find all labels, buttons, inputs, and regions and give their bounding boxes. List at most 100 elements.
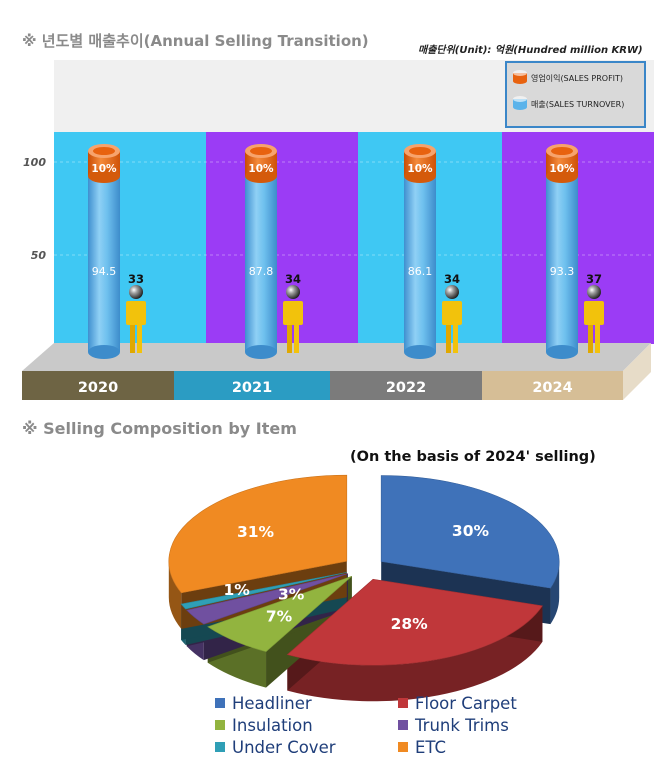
profit-label: 10%	[248, 163, 274, 175]
people-count-label: 34	[285, 272, 301, 286]
pie-slice-side	[186, 573, 348, 661]
pie-outer-wall	[181, 604, 186, 645]
profit-bar-bottom	[404, 169, 436, 183]
pie-radial-wall	[266, 576, 352, 688]
pie-radial-wall	[373, 579, 543, 642]
legend-swatch	[513, 99, 527, 107]
pie-percent-label: 31%	[237, 523, 275, 541]
pie-percent-label: 30%	[452, 522, 490, 540]
y-tick-label: 100	[23, 156, 46, 169]
category-band	[174, 371, 330, 400]
chart2-title: ※ Selling Composition by Item	[22, 419, 297, 438]
person-leg	[588, 325, 593, 353]
profit-label: 10%	[549, 163, 575, 175]
pie-slice	[286, 578, 543, 666]
profit-label: 10%	[407, 163, 433, 175]
person-leg	[453, 325, 458, 353]
x-tick-label: 2022	[386, 380, 426, 396]
pie-radial-wall	[181, 572, 347, 641]
pie-legend-swatch	[398, 742, 408, 752]
legend-box	[505, 61, 646, 128]
pie-slice-side	[168, 561, 347, 629]
pie-outer-wall	[186, 610, 204, 661]
profit-bar-bottom	[245, 169, 277, 183]
pie-legend-label: ETC	[415, 738, 447, 757]
turnover-bar	[88, 176, 120, 352]
profit-bar-top-hole	[551, 147, 573, 155]
pie-legend-item: Floor Carpet	[398, 694, 517, 713]
y-tick-label: 50	[31, 249, 47, 262]
people-count-label: 34	[444, 272, 460, 286]
x-tick-label: 2020	[78, 380, 118, 396]
person-leg	[294, 325, 299, 353]
legend-label: 매출(SALES TURNOVER)	[531, 99, 624, 109]
person-body	[283, 301, 303, 325]
pie-percent-label: 1%	[223, 581, 250, 599]
bar-group: 10% 87.8 34	[245, 144, 303, 359]
pie-outer-wall	[287, 605, 543, 702]
pie-legend-item: Under Cover	[215, 738, 336, 757]
profit-label: 10%	[91, 163, 117, 175]
bar-chart: 50 100 영업이익(SALES PROFIT) 매출(SALES TURNOVER…	[22, 60, 654, 400]
pie-legend-swatch	[398, 698, 408, 708]
pie-legend-swatch	[215, 742, 225, 752]
turnover-label: 86.1	[408, 265, 433, 278]
floor-top	[22, 343, 651, 371]
pie-legend-label: Trunk Trims	[415, 716, 509, 735]
people-count-label: 33	[128, 272, 144, 286]
profit-bar-top-hole	[93, 147, 115, 155]
profit-bar-top-hole	[250, 147, 272, 155]
person-icon	[283, 285, 303, 353]
pie-legend-swatch	[398, 720, 408, 730]
people-count-label: 37	[586, 272, 602, 286]
turnover-label: 93.3	[550, 265, 575, 278]
legend-swatch-top	[513, 70, 527, 76]
profit-bar-bottom	[546, 169, 578, 183]
pie-radial-wall	[207, 576, 352, 663]
person-leg	[446, 325, 451, 353]
person-head	[587, 285, 601, 299]
chart1-title: ※ 년도별 매출추이(Annual Selling Transition)	[22, 32, 369, 50]
pie-percent-label: 3%	[278, 585, 305, 603]
pie-percent-label: 28%	[391, 615, 429, 633]
person-body	[126, 301, 146, 325]
profit-bar-top-hole	[409, 147, 431, 155]
pie-outer-wall	[550, 561, 560, 625]
bar-group: 10% 93.3 37	[546, 144, 604, 359]
pie-slice-side	[381, 561, 560, 625]
person-icon	[442, 285, 462, 353]
person-leg	[137, 325, 142, 353]
pie-legend-label: Floor Carpet	[415, 694, 517, 713]
pie-slice	[186, 573, 348, 625]
person-leg	[595, 325, 600, 353]
turnover-bar-base	[88, 345, 120, 359]
pie-radial-wall	[203, 573, 348, 661]
legend-swatch-top	[513, 96, 527, 102]
bar-group: 10% 94.5 33	[88, 144, 146, 359]
legend-label: 영업이익(SALES PROFIT)	[531, 73, 623, 83]
pie-legend-label: Insulation	[232, 716, 313, 735]
pie-slice	[168, 474, 348, 594]
pie-outer-wall	[168, 561, 182, 629]
turnover-bar	[546, 176, 578, 352]
bar-group: 10% 86.1 34	[404, 144, 462, 359]
pie-slice-side	[181, 572, 347, 645]
pie-legend-swatch	[215, 720, 225, 730]
pie-slice	[207, 575, 352, 652]
pie-radial-wall	[381, 561, 551, 625]
turnover-bar	[404, 176, 436, 352]
turnover-bar	[245, 176, 277, 352]
pie-radial-wall	[185, 572, 347, 645]
profit-bar-bottom	[88, 169, 120, 183]
category-band	[22, 371, 174, 400]
pie-slice-side	[287, 579, 543, 702]
person-leg	[287, 325, 292, 353]
person-body	[584, 301, 604, 325]
pie-subtitle: (On the basis of 2024' selling)	[350, 449, 596, 465]
person-head	[286, 285, 300, 299]
pie-legend-item: ETC	[398, 738, 446, 757]
pie-legend-label: Headliner	[232, 694, 312, 713]
pie-radial-wall	[186, 573, 348, 647]
pie-outer-wall	[207, 626, 267, 688]
pie-slice	[380, 475, 560, 589]
